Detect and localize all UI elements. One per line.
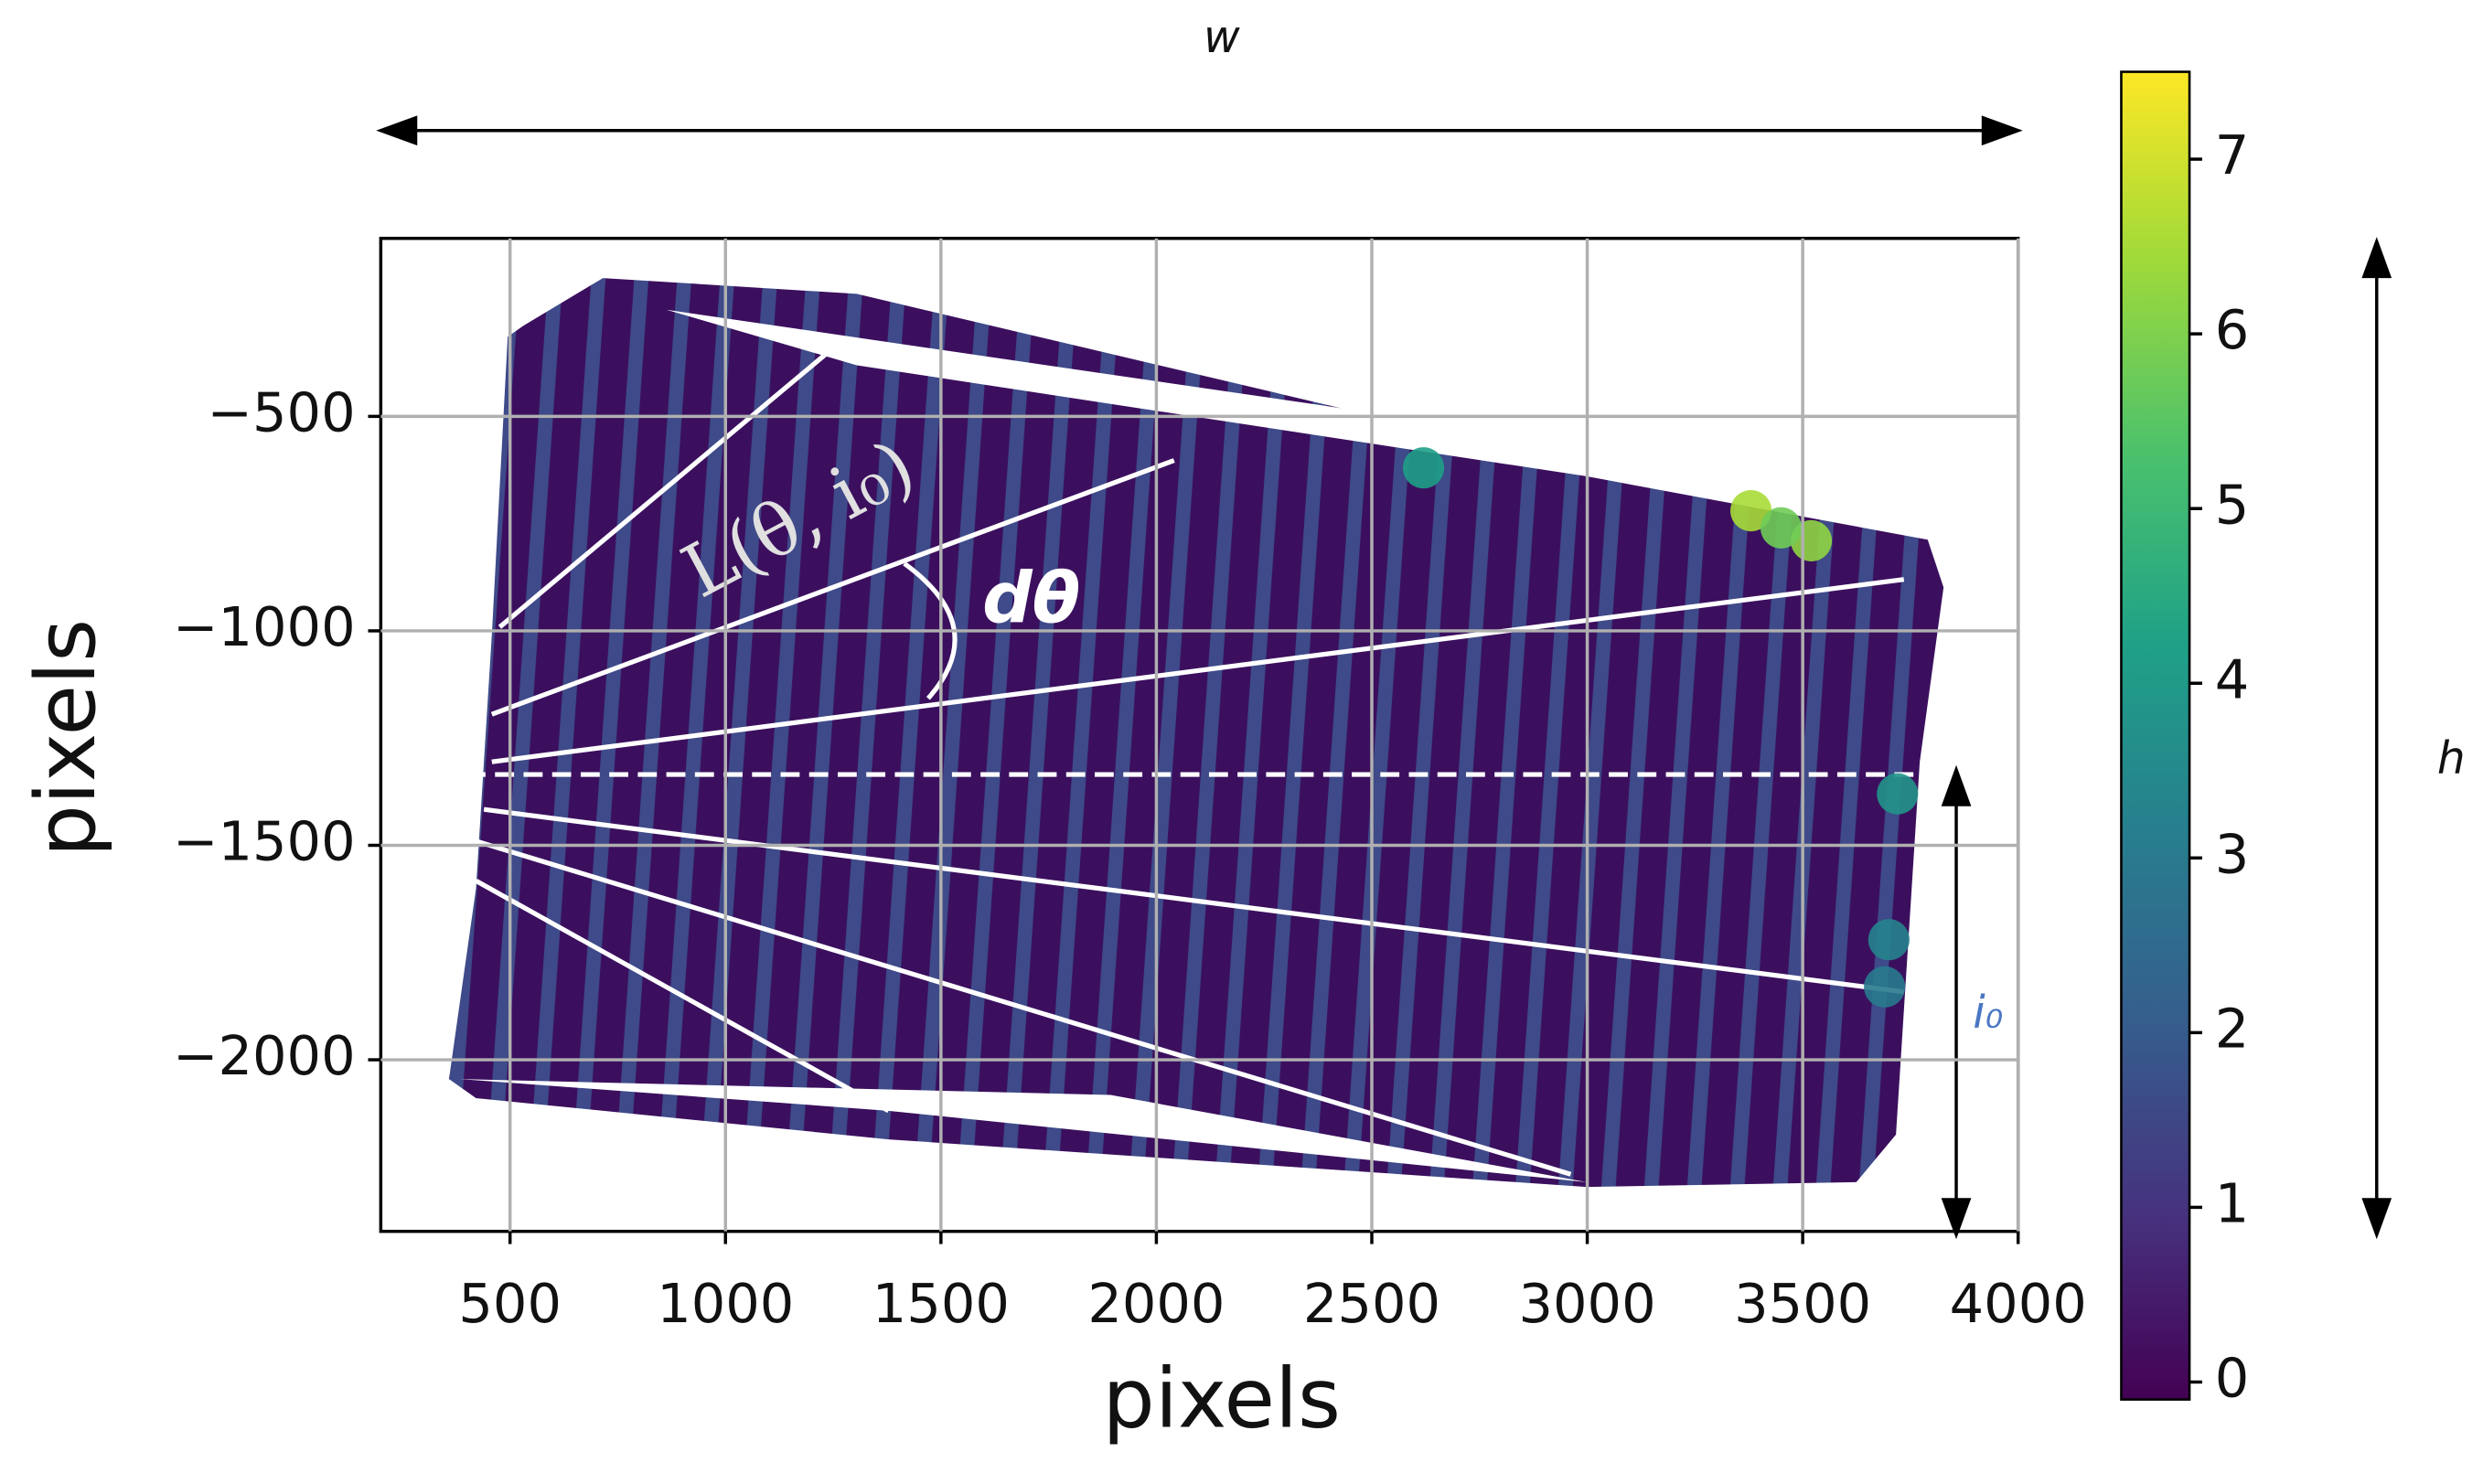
width-label: w (1204, 12, 1240, 63)
y-tick-label: −2000 (173, 1024, 355, 1087)
x-tick-label: 2500 (1303, 1272, 1440, 1335)
x-tick-label: 3000 (1519, 1272, 1656, 1335)
plot-area (380, 278, 2018, 1188)
colorbar-tick-label: 1 (2215, 1172, 2250, 1235)
colorbar-tick-label: 3 (2215, 822, 2250, 885)
height-label: h (2437, 733, 2466, 785)
y-axis-label: pixels (18, 619, 114, 857)
x-tick-label: 1500 (872, 1272, 1010, 1335)
point (1868, 919, 1910, 961)
colorbar (2120, 70, 2191, 1401)
x-tick-label: 500 (458, 1272, 562, 1335)
colorbar-tick-label: 7 (2215, 123, 2250, 187)
x-tick-label: 4000 (1950, 1272, 2087, 1335)
colorbar-tick-label: 5 (2215, 473, 2250, 536)
x-axis-label: pixels (1103, 1351, 1341, 1447)
colorbar-tick-label: 6 (2215, 298, 2250, 361)
point (1761, 507, 1803, 549)
point (1402, 447, 1445, 489)
offset-label: i₀ (1973, 988, 2003, 1039)
colorbar-tick-label: 2 (2215, 997, 2250, 1060)
angle-label: dθ (982, 559, 1080, 640)
x-tick-label: 1000 (657, 1272, 794, 1335)
point (1730, 490, 1772, 532)
colorbar-tick-label: 0 (2215, 1347, 2250, 1410)
y-tick-label: −500 (208, 380, 356, 443)
colorbar-tick-label: 4 (2215, 647, 2250, 710)
x-tick-label: 2000 (1087, 1272, 1225, 1335)
dimension-arrows (376, 115, 2392, 1240)
y-tick-label: −1500 (173, 810, 355, 873)
point (1864, 966, 1906, 1008)
x-tick-label: 3500 (1734, 1272, 1871, 1335)
image-body (448, 278, 1944, 1188)
y-tick-label: −1000 (173, 595, 355, 658)
ray-lines (380, 309, 2018, 1182)
point (1877, 773, 1919, 815)
